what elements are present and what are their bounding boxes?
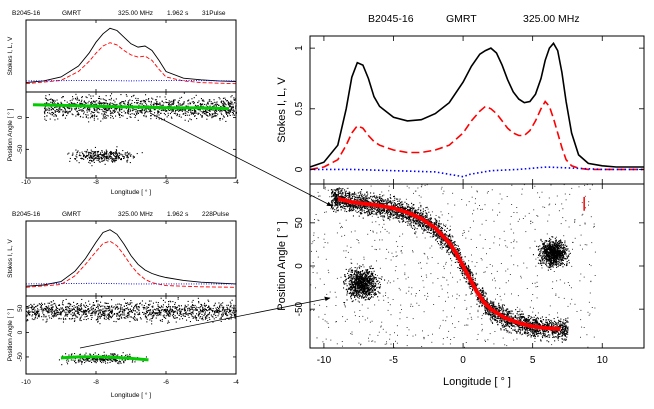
y-axis-label-pa: Position Angle [ ° ] (276, 221, 288, 310)
lower-arrow (79, 296, 331, 349)
x-axis-label: Longitude [ ° ] (111, 188, 151, 196)
x-tick-label: -8 (93, 379, 99, 386)
x-tick-label: 10 (597, 355, 609, 366)
x-tick-label: -5 (389, 355, 398, 366)
pa-scatter (43, 92, 237, 167)
y-axis-label-pa: Position Angle [ ° ] (6, 308, 14, 361)
y-tick-label-stokes: 0.5 (294, 101, 305, 115)
stokes-I-line (25, 27, 237, 84)
tl-header-period: 1.962 s (167, 10, 189, 17)
x-tick-label: -4 (233, 179, 239, 186)
pa-frame (25, 295, 237, 375)
x-axis-label: Longitude [ ° ] (111, 391, 151, 399)
upper-arrow (149, 112, 333, 207)
y-axis-label-stokes: Stokes I, L, V (7, 239, 14, 278)
y-tick-label-pa: 50 (294, 217, 305, 229)
bl-header-telescope: GMRT (62, 211, 81, 218)
arrows (79, 112, 333, 349)
stokes-L-line (309, 100, 644, 171)
y-tick-label-pa: -50 (17, 144, 24, 154)
x-tick-label: -10 (21, 379, 31, 386)
stokes-V-line (25, 79, 237, 82)
x-axis-label: Longitude [ ° ] (443, 376, 511, 388)
x-tick-label: -8 (93, 179, 99, 186)
tl-header-pulses: 31Pulse (202, 10, 226, 17)
bl-header-pulses: 228Pulse (202, 211, 229, 218)
stokes-V-line (25, 282, 236, 285)
x-tick-label: -6 (163, 179, 169, 186)
stokes-I-line (25, 229, 237, 287)
bl-header-period: 1.962 s (167, 211, 189, 218)
pa-track (32, 103, 230, 111)
y-tick-label-pa: -50 (17, 352, 24, 362)
tl-header-pulsar: B2045-16 (12, 10, 41, 17)
y-tick-label-stokes: 0 (294, 166, 305, 172)
r-header-freq: 325.00 MHz (523, 13, 580, 25)
x-tick-label: 5 (530, 355, 536, 366)
y-tick-label-pa: 0 (17, 115, 24, 119)
tl-header-freq: 325.00 MHz (118, 10, 153, 17)
pa-scatter (310, 184, 596, 348)
x-tick-label: 0 (460, 355, 466, 366)
pa-track (337, 196, 561, 331)
x-tick-label: -10 (317, 355, 332, 366)
y-axis-label-pa: Position Angle [ ° ] (6, 108, 14, 161)
y-axis-label-stokes: Stokes I, L, V (276, 77, 288, 143)
x-tick-label: -4 (233, 379, 239, 386)
stokes-L-line (25, 42, 237, 85)
x-tick-label: -10 (21, 179, 31, 186)
r-header-telescope: GMRT (446, 13, 477, 25)
stokes-L-line (25, 240, 237, 288)
pa-track (60, 355, 149, 362)
x-tick-label: -6 (163, 379, 169, 386)
y-tick-label-stokes: 1 (294, 45, 305, 51)
bl-header-freq: 325.00 MHz (118, 211, 153, 218)
top-left-panel: -10 -8 -6 -4 0 -50 Longitude [ ° ] Stokes I, L,… (6, 19, 239, 196)
y-tick-label-pa: 50 (17, 304, 24, 312)
stokes-V-line (310, 166, 644, 178)
y-axis-label-stokes: Stokes I, L, V (7, 36, 14, 75)
bl-header-pulsar: B2045-16 (12, 211, 41, 218)
tl-header-telescope: GMRT (62, 10, 81, 17)
r-header-pulsar: B2045-16 (368, 13, 414, 25)
y-tick-label-pa: -50 (294, 301, 305, 316)
bottom-left-panel: -10 -8 -6 -4 50 0 -50 Longitude [ ° ] Stokes I, … (6, 220, 239, 399)
stokes-I-line (309, 41, 644, 168)
y-tick-label-pa: 0 (17, 330, 24, 334)
pa-scatter (26, 296, 237, 366)
pa-frame (25, 91, 237, 179)
y-tick-label-pa: 0 (294, 263, 305, 269)
